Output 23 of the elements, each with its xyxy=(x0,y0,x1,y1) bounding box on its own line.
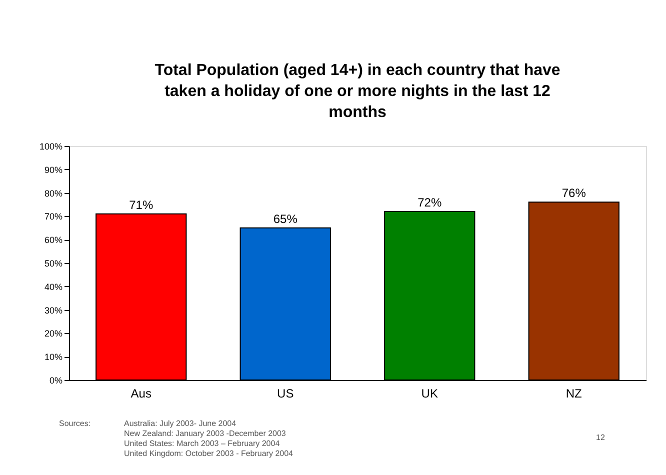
y-tick-label: 70% xyxy=(44,212,62,222)
text: 12 xyxy=(596,433,606,442)
y-tick-label: 80% xyxy=(44,188,62,198)
x-tick-label: Aus xyxy=(130,386,152,400)
data-label: 76% xyxy=(562,186,586,200)
y-tick-label: 60% xyxy=(44,235,62,246)
x-tick-label: NZ xyxy=(566,386,582,400)
data-label: 71% xyxy=(129,198,154,212)
y-tick-label: 10% xyxy=(44,352,62,362)
x-tick-label: US xyxy=(277,386,294,400)
y-tick-label: 100% xyxy=(39,142,62,152)
y-tick-label: 0% xyxy=(49,376,62,386)
y-tick-label: 40% xyxy=(44,282,62,292)
data-label: 72% xyxy=(418,196,442,210)
y-tick-label: 50% xyxy=(44,258,62,268)
text: Australia: July 2003- June 2004 New Zealand: January 2003 -December 2003 United States: March 2003 – February 2004 United Kingdom: October 2003 - February 2004 xyxy=(124,419,294,458)
x-tick-label: UK xyxy=(421,386,438,400)
y-tick-label: 90% xyxy=(44,164,62,175)
y-tick-label: 20% xyxy=(44,328,62,339)
data-label: 65% xyxy=(273,212,298,226)
source-note: Sources: xyxy=(59,419,91,428)
y-tick-label: 30% xyxy=(44,305,62,316)
chart-title: Total Population (aged 14+) in each country that have taken a holiday of one or more nights in the last 12 months xyxy=(154,62,560,121)
